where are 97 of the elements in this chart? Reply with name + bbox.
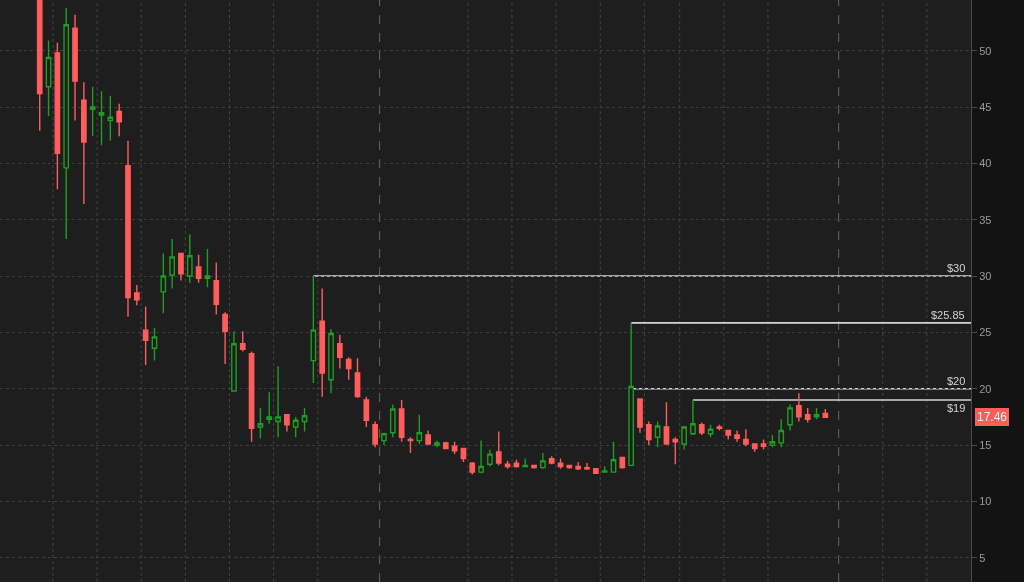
candlestick	[610, 441, 617, 473]
candlestick	[575, 461, 582, 471]
candlestick	[107, 95, 114, 142]
candlestick	[257, 407, 264, 440]
candlestick	[796, 392, 802, 423]
candlestick	[36, 0, 43, 132]
candlestick	[495, 430, 502, 467]
candlestick	[292, 416, 299, 438]
candlestick	[354, 357, 361, 399]
candlestick	[751, 443, 758, 453]
candlestick	[328, 328, 334, 394]
candlestick	[425, 429, 431, 445]
candlestick	[133, 284, 140, 307]
candlestick	[707, 424, 714, 438]
candlestick	[778, 418, 785, 449]
candlestick	[275, 365, 281, 438]
candlestick	[540, 452, 546, 470]
candlestick	[522, 457, 529, 468]
y-tick-label: 45	[979, 100, 992, 113]
candlestick	[398, 399, 405, 443]
y-tick-label: 50	[979, 44, 992, 57]
y-tick-label: 40	[979, 157, 992, 170]
candlestick	[116, 102, 123, 138]
candlestick	[584, 462, 590, 471]
y-tick-label: 20	[979, 382, 992, 395]
candlestick	[478, 439, 484, 474]
candlestick	[804, 407, 811, 424]
ref-line-label: $20	[947, 375, 966, 387]
candlestick	[363, 395, 370, 428]
ref-line-label: $30	[947, 262, 966, 274]
candlestick	[336, 333, 343, 370]
candlestick	[89, 86, 96, 138]
candlestick	[301, 407, 308, 433]
candlestick	[760, 438, 767, 451]
ref-line-label: $19	[947, 402, 966, 414]
candlestick	[434, 439, 440, 449]
candlestick	[284, 413, 290, 433]
candlestick	[469, 461, 476, 476]
candlestick	[822, 408, 829, 419]
candlestick	[81, 81, 87, 205]
candlestick	[681, 425, 687, 451]
candlestick	[672, 436, 679, 465]
y-tick-label: 30	[979, 269, 992, 282]
candlestick	[592, 468, 599, 474]
candlestick	[381, 432, 387, 446]
candlestick	[734, 429, 740, 443]
candlestick	[698, 421, 705, 436]
candlestick	[813, 407, 820, 420]
candlestick	[389, 403, 396, 438]
candlestick	[487, 448, 493, 468]
candlestick	[45, 39, 52, 117]
y-tick-label: 10	[979, 495, 992, 508]
candlestick	[372, 420, 379, 449]
candlestick	[178, 252, 184, 282]
candlestick	[416, 413, 423, 445]
candlestick	[743, 428, 749, 447]
y-tick-label: 35	[979, 213, 992, 226]
candlestick	[231, 330, 237, 392]
candlestick	[266, 391, 273, 425]
candlestick	[619, 456, 626, 470]
candlestick	[239, 330, 246, 353]
candlestick	[169, 238, 175, 290]
candlestick	[319, 287, 326, 398]
candlestick	[151, 327, 158, 362]
ref-line-label: $25.85	[931, 309, 965, 321]
candlestick	[637, 398, 643, 434]
candlestick	[601, 465, 608, 473]
candlestick	[654, 420, 661, 449]
candlestick	[663, 401, 670, 445]
candlestick	[310, 275, 317, 384]
candlestick	[72, 13, 78, 122]
candlestick	[442, 441, 449, 450]
y-tick-label: 5	[979, 551, 986, 564]
y-tick-label: 25	[979, 326, 992, 339]
candlestick	[345, 356, 352, 381]
candlestick	[142, 305, 149, 366]
candlestick	[125, 140, 131, 318]
candlestick	[63, 7, 70, 240]
text: 17.46	[977, 410, 1008, 424]
candlestick	[769, 434, 776, 449]
candlestick	[628, 322, 635, 467]
candlestick	[195, 253, 202, 284]
candlestick	[204, 248, 211, 289]
candlestick	[407, 436, 414, 454]
candlestick	[54, 42, 61, 190]
candlestick	[222, 311, 228, 365]
candlestick	[186, 233, 193, 284]
candlestick	[690, 399, 696, 436]
candlestick	[557, 457, 564, 470]
y-tick-label: 15	[979, 438, 992, 451]
candlestick	[787, 403, 793, 432]
candlestick	[548, 455, 555, 465]
candlestick	[645, 420, 652, 446]
candlestick	[98, 90, 105, 147]
candlestick	[725, 429, 732, 441]
candlestick	[160, 252, 167, 314]
candlestick	[213, 261, 220, 316]
